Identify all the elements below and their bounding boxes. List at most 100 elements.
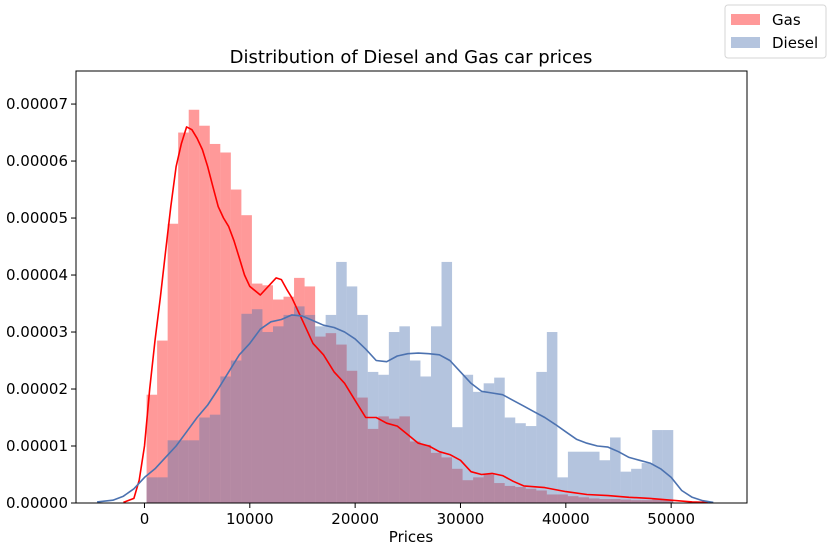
bar-diesel [209,414,221,503]
legend: Gas Diesel [724,4,827,59]
bar-diesel [336,261,347,503]
bar-diesel [610,437,621,503]
bar-diesel [167,440,179,503]
bar-diesel [388,332,400,503]
bar-diesel [199,417,210,503]
bar-gas [430,452,442,503]
bar-gas [462,480,474,503]
bar-gas [536,490,547,503]
bar-gas [515,487,526,503]
bar-diesel [157,477,168,503]
y-tick-label: 0.00007 [6,95,68,113]
bar-diesel [241,313,252,503]
bar-gas [557,494,568,503]
bar-gas [599,499,611,503]
chart-title: Distribution of Diesel and Gas car price… [230,47,593,68]
y-tick-label: 0.00000 [6,494,68,512]
bar-gas [504,485,516,503]
bar-gas [662,500,674,503]
y-tick-label: 0.00005 [6,209,68,227]
bar-gas [567,496,579,503]
y-tick-label: 0.00002 [6,380,68,398]
x-tick-label: 10000 [226,510,274,528]
bar-gas [230,189,242,504]
bar-diesel [367,371,379,503]
bar-diesel [251,309,263,503]
bar-diesel [283,314,295,503]
bar-diesel [588,451,600,503]
y-tick-label: 0.00001 [6,437,68,455]
bar-diesel [178,440,189,503]
bar-gas [367,428,379,503]
x-tick-label: 30000 [437,510,485,528]
bar-diesel [557,477,568,503]
bar-diesel [230,360,242,503]
bar-diesel [567,451,579,503]
bar-gas [452,468,463,503]
bar-diesel [494,377,505,503]
bar-diesel [525,426,537,503]
bar-gas [209,143,221,503]
plot-frame [75,70,748,504]
kde-line-diesel [97,314,714,504]
bar-gas [409,441,421,503]
bar-diesel [420,376,431,503]
x-tick-label: 0 [140,510,150,528]
bar-diesel [378,374,389,503]
bar-diesel [536,371,547,503]
bar-diesel [357,314,368,503]
bar-diesel [315,326,326,503]
bar-gas [610,499,621,503]
bar-gas [620,499,632,503]
y-tick-label: 0.00004 [6,266,68,284]
bar-gas [167,223,179,504]
legend-swatch-gas [731,14,760,25]
x-tick-label: 20000 [331,510,379,528]
bar-gas [652,499,663,503]
bar-gas [578,497,589,503]
bar-gas [441,457,453,503]
bar-diesel [483,383,495,503]
bar-diesel [452,427,463,503]
bar-diesel [599,460,611,503]
bar-diesel [578,451,589,503]
bar-diesel [399,326,410,503]
bar-diesel [262,332,273,503]
bar-diesel [325,314,337,503]
x-axis: 0 10000 20000 30000 40000 50000 [140,503,695,528]
bar-gas [473,477,484,503]
y-axis: 0.00000 0.00001 0.00002 0.00003 0.00004 0.000… [6,95,76,512]
bar-gas [304,286,316,503]
bar-gas [199,125,210,503]
bar-gas [641,500,653,503]
bar-gas [294,277,305,503]
bar-gas [483,474,495,503]
bar-diesel [504,417,516,503]
bar-gas [241,215,252,503]
bar-gas [357,397,368,503]
bar-gas [157,340,168,503]
bar-diesel [272,326,284,503]
plot-area [75,70,748,504]
bar-gas [220,152,231,503]
bar-diesel [546,332,558,503]
bar-gas [494,483,505,503]
bar-diesel [220,376,231,503]
x-tick-label: 40000 [542,510,590,528]
bar-gas [546,494,558,503]
bar-diesel [441,261,453,503]
bar-gas [146,394,158,503]
kde-line-gas [123,126,709,504]
bar-gas [325,333,337,503]
bar-diesel [641,463,653,503]
bar-gas [525,488,537,503]
legend-frame [724,4,827,59]
y-tick-label: 0.00006 [6,152,68,170]
bar-gas [315,336,326,503]
bar-gas [399,416,410,503]
bar-gas [283,296,295,503]
bar-gas [631,500,642,503]
bar-diesel [631,468,642,503]
legend-label-gas: Gas [772,11,801,29]
